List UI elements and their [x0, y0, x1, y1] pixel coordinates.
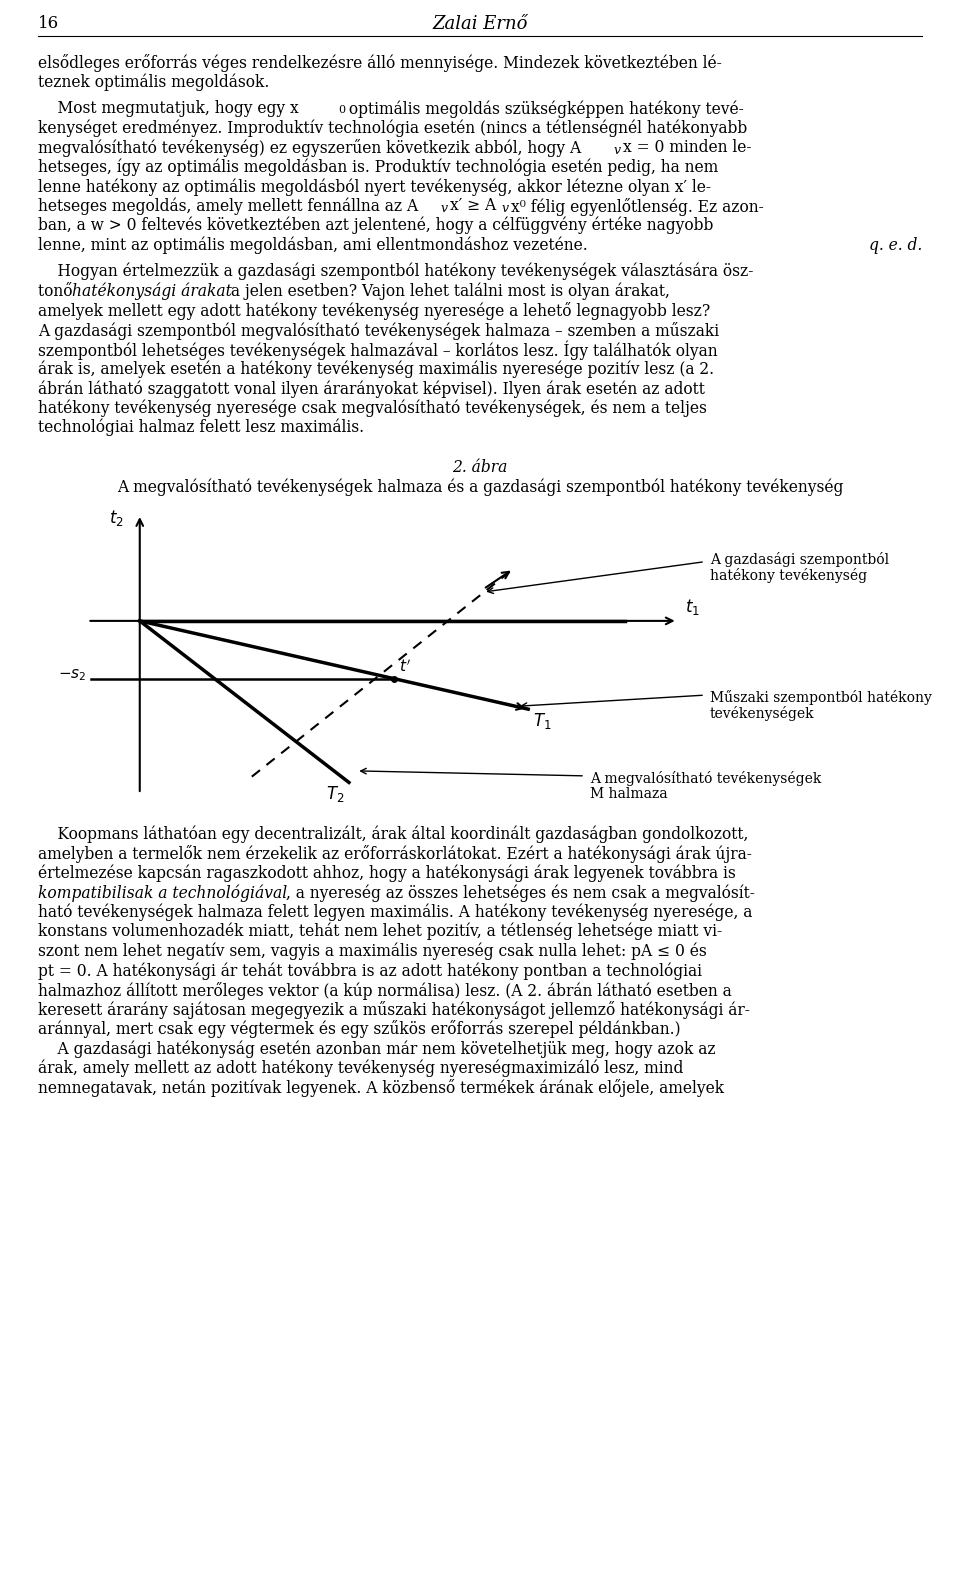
- Text: hatékony tevékenység: hatékony tevékenység: [710, 568, 867, 583]
- Text: hatékony tevékenység nyeresége csak megvalósítható tevékenységek, és nem a telje: hatékony tevékenység nyeresége csak megv…: [38, 400, 707, 417]
- Text: elsődleges erőforrás véges rendelkezésre álló mennyisége. Mindezek következtében: elsődleges erőforrás véges rendelkezésre…: [38, 54, 722, 72]
- Text: ábrán látható szaggatott vonal ilyen árarányokat képvisel). Ilyen árak esetén az: ábrán látható szaggatott vonal ilyen ára…: [38, 380, 705, 398]
- Text: keresett árarány sajátosan megegyezik a műszaki hatékonyságot jellemző hatékonys: keresett árarány sajátosan megegyezik a …: [38, 1001, 750, 1019]
- Text: Zalai Ernő: Zalai Ernő: [432, 14, 528, 33]
- Text: megvalósítható tevékenység) ez egyszerűen következik abból, hogy A: megvalósítható tevékenység) ez egyszerűe…: [38, 139, 581, 158]
- Text: v: v: [502, 202, 509, 215]
- Text: ható tevékenységek halmaza felett legyen maximális. A hatékony tevékenység nyere: ható tevékenységek halmaza felett legyen…: [38, 904, 753, 922]
- Text: hetseges megoldás, amely mellett fennállna az A: hetseges megoldás, amely mellett fennáll…: [38, 197, 419, 215]
- Text: a jelen esetben? Vajon lehet találni most is olyan árakat,: a jelen esetben? Vajon lehet találni mos…: [226, 282, 670, 299]
- Text: x = 0 minden le-: x = 0 minden le-: [623, 139, 752, 156]
- Text: lenne, mint az optimális megoldásban, ami ellentmondáshoz vezeténe.: lenne, mint az optimális megoldásban, am…: [38, 237, 588, 255]
- Text: amelyek mellett egy adott hatékony tevékenység nyeresége a lehető legnagyobb les: amelyek mellett egy adott hatékony tevék…: [38, 302, 710, 320]
- Text: optimális megoldás szükségképpen hatékony tevé-: optimális megoldás szükségképpen hatékon…: [344, 100, 744, 118]
- Text: aránnyal, mert csak egy végtermek és egy szűkös erőforrás szerepel példánkban.): aránnyal, mert csak egy végtermek és egy…: [38, 1020, 681, 1038]
- Text: A gazdasági szempontból megvalósítható tevékenységek halmaza – szemben a műszaki: A gazdasági szempontból megvalósítható t…: [38, 322, 719, 339]
- Text: árak is, amelyek esetén a hatékony tevékenység maximális nyeresége pozitív lesz : árak is, amelyek esetén a hatékony tevék…: [38, 360, 714, 377]
- Text: , a nyereség az összes lehetséges és nem csak a megvalósít-: , a nyereség az összes lehetséges és nem…: [286, 884, 755, 901]
- Text: $-s_2$: $-s_2$: [58, 667, 86, 683]
- Text: szont nem lehet negatív sem, vagyis a maximális nyereség csak nulla lehet: pA ≤ : szont nem lehet negatív sem, vagyis a ma…: [38, 942, 707, 960]
- Text: A gazdasági szempontból: A gazdasági szempontból: [710, 552, 889, 567]
- Text: Most megmutatjuk, hogy egy x: Most megmutatjuk, hogy egy x: [38, 100, 299, 116]
- Text: Koopmans láthatóan egy decentralizált, árak által koordinált gazdaságban gondolk: Koopmans láthatóan egy decentralizált, á…: [38, 826, 749, 844]
- Text: 2. ábra: 2. ábra: [452, 458, 508, 476]
- Text: $T_2$: $T_2$: [325, 785, 344, 804]
- Text: v: v: [614, 143, 621, 158]
- Text: kompatibilisak a technológiával: kompatibilisak a technológiával: [38, 884, 287, 901]
- Text: technológiai halmaz felett lesz maximális.: technológiai halmaz felett lesz maximáli…: [38, 419, 364, 436]
- Text: $t'$: $t'$: [398, 657, 411, 675]
- Text: kenységet eredményez. Improduktív technológia esetén (nincs a tétlenségnél haték: kenységet eredményez. Improduktív techno…: [38, 119, 747, 137]
- Text: $t_2$: $t_2$: [109, 508, 124, 529]
- Text: q. e. d.: q. e. d.: [869, 237, 922, 253]
- Text: értelmezése kapcsán ragaszkodott ahhoz, hogy a hatékonysági árak legyenek tovább: értelmezése kapcsán ragaszkodott ahhoz, …: [38, 864, 735, 882]
- Text: hatékonysági árakat: hatékonysági árakat: [72, 282, 232, 299]
- Text: x′ ≥ A: x′ ≥ A: [450, 197, 496, 215]
- Text: x⁰ félig egyenlőtlenség. Ez azon-: x⁰ félig egyenlőtlenség. Ez azon-: [511, 197, 764, 215]
- Text: konstans volumenhozadék miatt, tehát nem lehet pozitív, a tétlenség lehetsége mi: konstans volumenhozadék miatt, tehát nem…: [38, 923, 722, 941]
- Text: szempontból lehetséges tevékenységek halmazával – korlátos lesz. Így találhatók : szempontból lehetséges tevékenységek hal…: [38, 341, 718, 360]
- Text: nemnegatavak, netán pozitívak legyenek. A közbenső termékek árának előjele, amel: nemnegatavak, netán pozitívak legyenek. …: [38, 1079, 724, 1097]
- Text: A gazdasági hatékonyság esetén azonban már nem követelhetjük meg, hogy azok az: A gazdasági hatékonyság esetén azonban m…: [38, 1040, 715, 1057]
- Text: tevékenységek: tevékenységek: [710, 707, 815, 721]
- Text: 0: 0: [338, 105, 346, 115]
- Text: hetseges, így az optimális megoldásban is. Produktív technológia esetén pedig, h: hetseges, így az optimális megoldásban i…: [38, 159, 718, 177]
- Text: pt = 0. A hatékonysági ár tehát továbbra is az adott hatékony pontban a technoló: pt = 0. A hatékonysági ár tehát továbbra…: [38, 962, 702, 979]
- Text: M halmaza: M halmaza: [590, 786, 667, 801]
- Text: teznek optimális megoldások.: teznek optimális megoldások.: [38, 73, 270, 91]
- Text: A megvalósítható tevékenységek: A megvalósítható tevékenységek: [590, 771, 822, 786]
- Text: árak, amely mellett az adott hatékony tevékenység nyereségmaximizáló lesz, mind: árak, amely mellett az adott hatékony te…: [38, 1060, 684, 1078]
- Text: ban, a w > 0 feltevés következtében azt jelentené, hogy a célfüggvény értéke nag: ban, a w > 0 feltevés következtében azt …: [38, 217, 713, 234]
- Text: Hogyan értelmezzük a gazdasági szempontból hatékony tevékenységek választására ö: Hogyan értelmezzük a gazdasági szempontb…: [38, 263, 754, 280]
- Text: v: v: [441, 202, 448, 215]
- Text: halmazhoz állított merőleges vektor (a kúp normálisa) lesz. (A 2. ábrán látható : halmazhoz állított merőleges vektor (a k…: [38, 982, 732, 1000]
- Text: 16: 16: [38, 14, 60, 32]
- Text: tonő: tonő: [38, 282, 78, 299]
- Text: A megvalósítható tevékenységek halmaza és a gazdasági szempontból hatékony tevék: A megvalósítható tevékenységek halmaza é…: [117, 478, 843, 495]
- Text: amelyben a termelők nem érzekelik az erőforráskorlátokat. Ezért a hatékonysági á: amelyben a termelők nem érzekelik az erő…: [38, 845, 752, 863]
- Text: $T_1$: $T_1$: [533, 712, 552, 731]
- Text: Műszaki szempontból hatékony: Műszaki szempontból hatékony: [710, 689, 932, 705]
- Text: $t_1$: $t_1$: [685, 597, 700, 616]
- Text: lenne hatékony az optimális megoldásból nyert tevékenység, akkor létezne olyan x: lenne hatékony az optimális megoldásból …: [38, 178, 711, 196]
